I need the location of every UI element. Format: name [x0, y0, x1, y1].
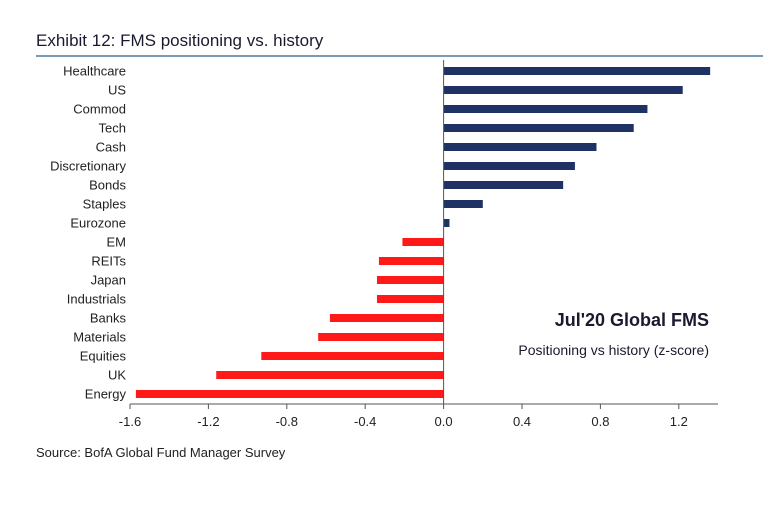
- category-label: Banks: [90, 311, 127, 326]
- x-tick-label: 0.4: [513, 414, 531, 429]
- annotation-title: Jul'20 Global FMS: [555, 310, 709, 330]
- category-label: REITs: [91, 254, 126, 269]
- bar-us: [443, 86, 683, 94]
- category-label: Equities: [80, 349, 127, 364]
- bar-uk: [216, 371, 444, 379]
- title-divider: [36, 55, 763, 57]
- bar-commod: [443, 105, 648, 113]
- bar-staples: [443, 200, 483, 208]
- category-label: Cash: [96, 140, 126, 155]
- bar-industrials: [376, 295, 444, 303]
- x-tick-label: 0.0: [435, 414, 453, 429]
- x-tick-label: -1.6: [119, 414, 141, 429]
- category-label: UK: [108, 368, 126, 383]
- x-tick-label: -1.2: [197, 414, 219, 429]
- category-label: Bonds: [89, 178, 126, 193]
- bar-energy: [135, 390, 444, 398]
- annotation-subtitle: Positioning vs history (z-score): [518, 342, 709, 358]
- category-label: Japan: [91, 273, 126, 288]
- category-label: US: [108, 83, 126, 98]
- category-label: Commod: [73, 102, 126, 117]
- bar-japan: [376, 276, 444, 284]
- category-label: Industrials: [67, 292, 127, 307]
- bar-em: [402, 238, 444, 246]
- x-ticks-group: -1.6 -1.2 -0.8 -0.4 0.0 0.4 0.8 1.2: [119, 404, 688, 429]
- bar-banks: [329, 314, 444, 322]
- bars-group: [135, 67, 711, 398]
- category-label: Materials: [73, 330, 126, 345]
- x-tick-label: 1.2: [670, 414, 688, 429]
- bar-materials: [318, 333, 444, 341]
- bar-discretionary: [443, 162, 575, 170]
- chart-title: Exhibit 12: FMS positioning vs. history: [36, 31, 324, 50]
- category-label: EM: [107, 235, 127, 250]
- x-tick-label: 0.8: [591, 414, 609, 429]
- bar-healthcare: [443, 67, 711, 75]
- bar-cash: [443, 143, 597, 151]
- bar-chart: Healthcare US Commod Tech Cash Discretionary B…: [50, 60, 718, 429]
- category-labels-group: Healthcare US Commod Tech Cash Discretionary B…: [50, 64, 126, 402]
- category-label: Energy: [85, 387, 127, 402]
- category-label: Staples: [83, 197, 127, 212]
- category-label: Healthcare: [63, 64, 126, 79]
- x-tick-label: -0.4: [354, 414, 376, 429]
- bar-eurozone: [443, 219, 450, 227]
- source-note: Source: BofA Global Fund Manager Survey: [36, 445, 286, 460]
- category-label: Tech: [99, 121, 126, 136]
- bar-tech: [443, 124, 634, 132]
- bar-reits: [378, 257, 444, 265]
- category-label: Eurozone: [70, 216, 126, 231]
- category-label: Discretionary: [50, 159, 126, 174]
- bar-bonds: [443, 181, 564, 189]
- bar-equities: [261, 352, 444, 360]
- x-tick-label: -0.8: [276, 414, 298, 429]
